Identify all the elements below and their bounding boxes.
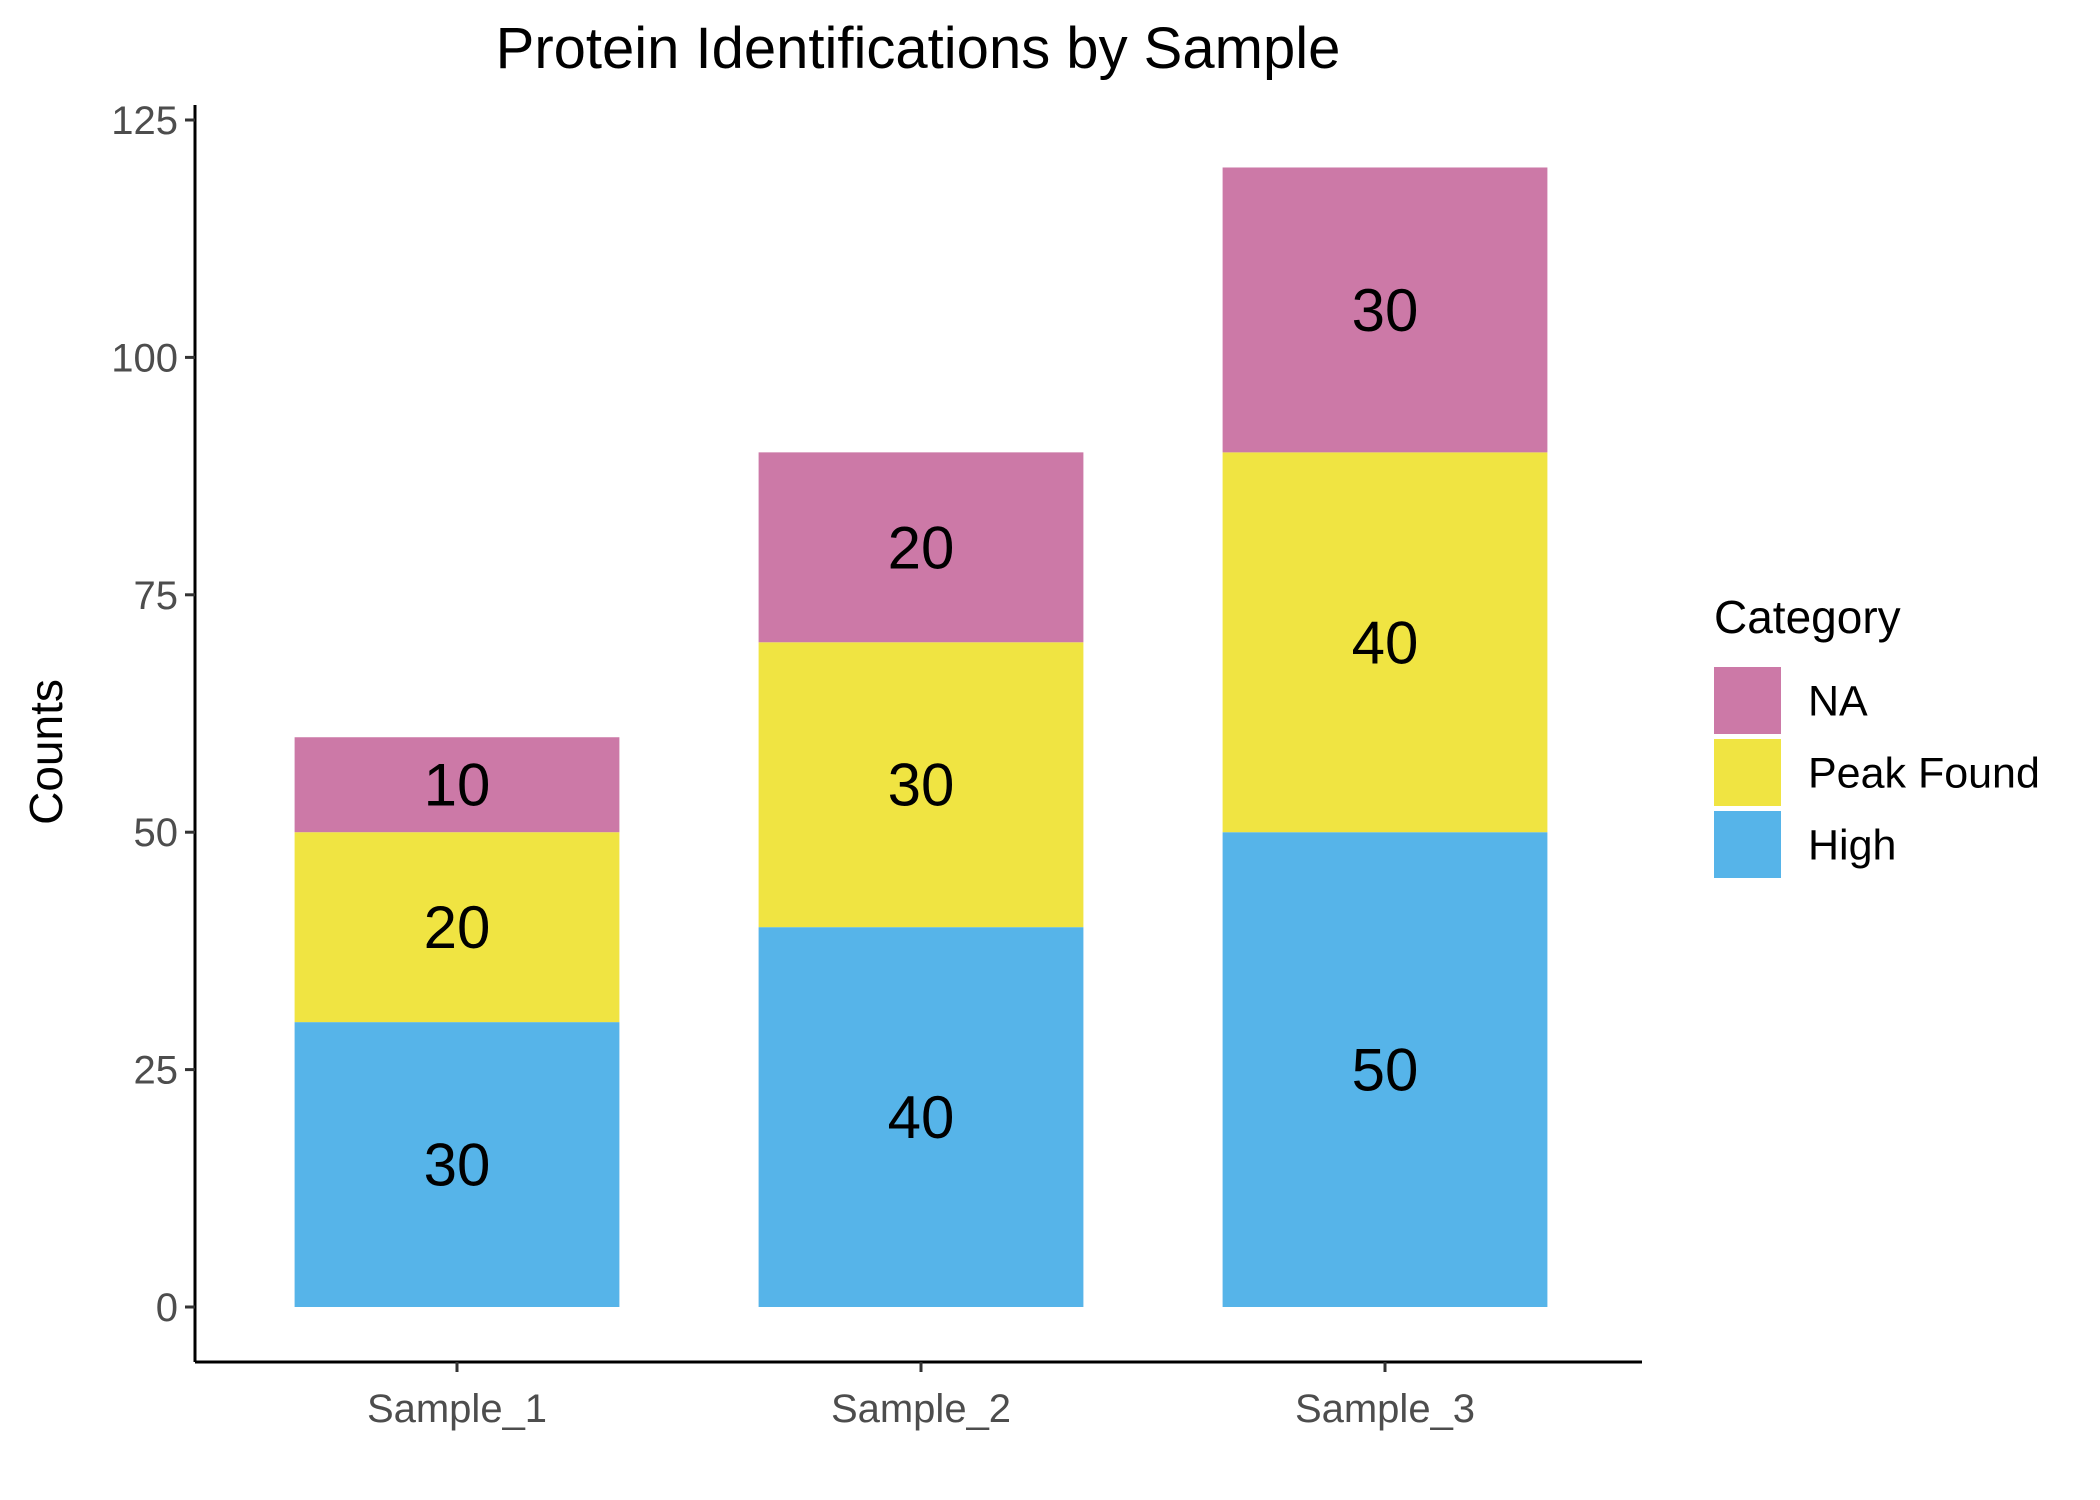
legend-key-peak-found: [1714, 739, 1781, 806]
axes: 0 25 50 75 100 125 Sample_1 Sample_2 Sample_3: [111, 99, 1642, 1431]
y-axis-title: Counts: [20, 679, 72, 825]
bar-labels-layer: 30 20 10 40 30 20 50 40 30: [424, 277, 1419, 1199]
bar-label-sample-2-na: 20: [888, 514, 955, 581]
bars-layer: [294, 167, 1548, 1307]
bar-sample-2-peak-found: [758, 642, 1084, 928]
y-tick-label-100: 100: [111, 336, 178, 380]
legend-label-high: High: [1808, 822, 1896, 870]
bar-label-sample-2-peak-found: 30: [888, 752, 955, 819]
legend-key-high: [1714, 811, 1781, 878]
bar-label-sample-2-high: 40: [888, 1084, 955, 1151]
bar-label-sample-1-na: 10: [424, 752, 491, 819]
bar-label-sample-3-na: 30: [1352, 277, 1419, 344]
bar-label-sample-3-peak-found: 40: [1352, 609, 1419, 676]
bar-label-sample-3-high: 50: [1352, 1037, 1419, 1104]
x-tick-label-sample-1: Sample_1: [367, 1387, 547, 1431]
bar-sample-1-high: [294, 1022, 620, 1307]
bar-sample-1-na: [294, 737, 620, 833]
y-tick-label-125: 125: [111, 99, 178, 143]
bar-sample-2-high: [758, 927, 1084, 1307]
bar-sample-3-high: [1222, 832, 1548, 1307]
bar-label-sample-1-peak-found: 20: [424, 894, 491, 961]
bar-sample-3-peak-found: [1222, 452, 1548, 833]
legend: Category NA Peak Found High: [1714, 591, 2040, 878]
chart-title: Protein Identifications by Sample: [496, 16, 1341, 81]
x-tick-label-sample-3: Sample_3: [1295, 1387, 1475, 1431]
legend-title: Category: [1714, 591, 1901, 643]
y-tick-label-25: 25: [134, 1049, 179, 1093]
bar-sample-3-na: [1222, 167, 1548, 453]
legend-label-na: NA: [1808, 678, 1868, 726]
y-tick-label-50: 50: [134, 811, 179, 855]
y-tick-label-75: 75: [134, 574, 179, 618]
legend-key-na: [1714, 667, 1781, 734]
bar-sample-1-peak-found: [294, 832, 620, 1023]
y-tick-label-0: 0: [156, 1286, 178, 1330]
bar-label-sample-1-high: 30: [424, 1132, 491, 1199]
bar-sample-2-na: [758, 452, 1084, 643]
legend-label-peak-found: Peak Found: [1808, 750, 2040, 798]
x-tick-label-sample-2: Sample_2: [831, 1387, 1011, 1431]
